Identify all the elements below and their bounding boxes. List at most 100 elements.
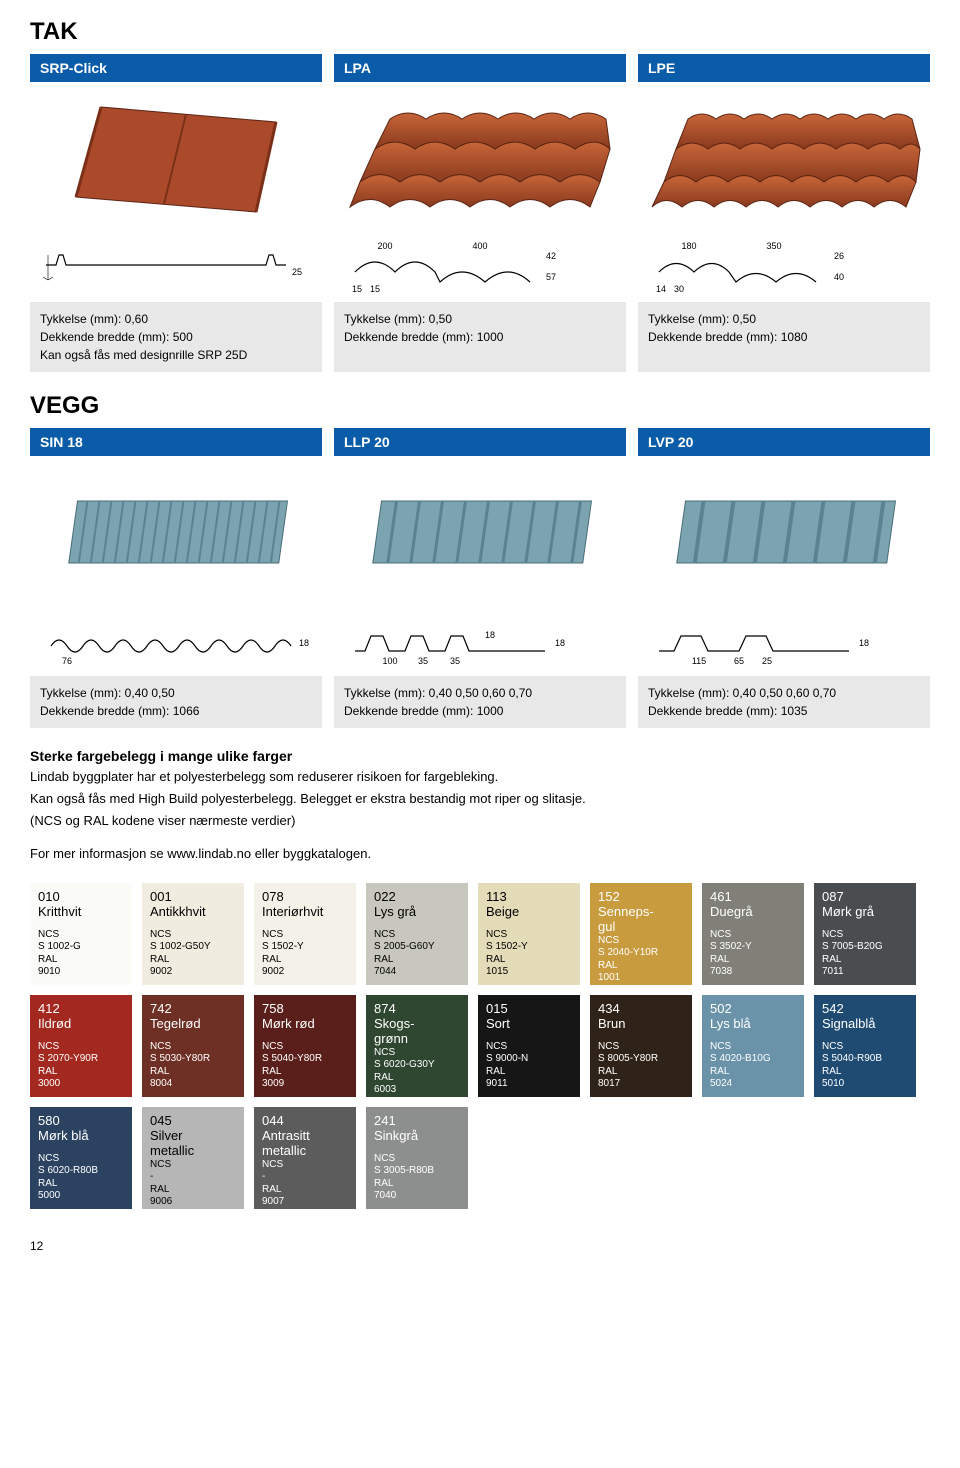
swatch-name: Antrasitt metallic [262, 1129, 348, 1159]
swatch-code: 015 [486, 1001, 572, 1016]
product-specs: Tykkelse (mm): 0,40 0,50 0,60 0,70 Dekke… [334, 676, 626, 728]
color-swatch: 412IldrødNCSS 2070-Y90RRAL3000 [30, 995, 132, 1097]
swatch-code: 113 [486, 889, 572, 904]
spec-line: Tykkelse (mm): 0,40 0,50 0,60 0,70 [344, 684, 616, 702]
color-swatch: 580Mørk blåNCSS 6020-R80BRAL5000 [30, 1107, 132, 1209]
dim-label: 26 [834, 251, 844, 261]
swatch-code: 078 [262, 889, 348, 904]
swatch-name: Duegrå [710, 905, 796, 920]
swatch-codes: NCS- RAL9007 [262, 1159, 348, 1209]
swatch-code: 461 [710, 889, 796, 904]
swatch-codes: NCS- RAL9006 [150, 1159, 236, 1209]
product-diagram: 200 400 42 57 15 15 [334, 232, 626, 302]
swatch-codes: NCSS 8005-Y80RRAL8017 [598, 1041, 684, 1091]
spec-line: Dekkende bredde (mm): 1066 [40, 702, 312, 720]
swatch-name: Beige [486, 905, 572, 920]
swatch-code: 241 [374, 1113, 460, 1128]
spec-line: Dekkende bredde (mm): 1080 [648, 328, 920, 346]
wall-panel-icon [345, 476, 615, 586]
spec-line: Dekkende bredde (mm): 1000 [344, 328, 616, 346]
color-swatch: 001AntikkhvitNCSS 1002-G50YRAL9002 [142, 883, 244, 985]
body-line: (NCS og RAL kodene viser nærmeste verdie… [30, 812, 930, 830]
swatch-code: 580 [38, 1113, 124, 1128]
dim-label: 35 [418, 656, 428, 666]
product-llp20: LLP 20 100 35 35 18 18 Tykke [334, 428, 626, 728]
product-header: LVP 20 [638, 428, 930, 456]
color-swatch: 502Lys blåNCSS 4020-B10GRAL5024 [702, 995, 804, 1097]
product-header: LPA [334, 54, 626, 82]
color-swatch: 542SignalblåNCSS 5040-R90BRAL5010 [814, 995, 916, 1097]
swatch-name: Kritthvit [38, 905, 124, 920]
swatch-name: Lys blå [710, 1017, 796, 1032]
swatch-codes: NCSS 1002-GRAL9010 [38, 929, 124, 979]
swatch-codes: NCSS 1002-G50YRAL9002 [150, 929, 236, 979]
swatch-code: 758 [262, 1001, 348, 1016]
dim-label: 400 [472, 241, 487, 251]
color-swatch: 152Senneps- gulNCSS 2040-Y10RRAL1001 [590, 883, 692, 985]
swatch-codes: NCSS 3502-YRAL7038 [710, 929, 796, 979]
color-swatch: 758Mørk rødNCSS 5040-Y80RRAL3009 [254, 995, 356, 1097]
color-swatch: 078InteriørhvitNCSS 1502-YRAL9002 [254, 883, 356, 985]
color-swatch: 461Duegrå NCSS 3502-YRAL7038 [702, 883, 804, 985]
swatch-codes: NCSS 4020-B10GRAL5024 [710, 1041, 796, 1091]
dim-label: 15 [370, 284, 380, 294]
dim-label: 350 [766, 241, 781, 251]
spec-line: Dekkende bredde (mm): 1000 [344, 702, 616, 720]
product-lpe: LPE 180 350 26 40 [638, 54, 930, 372]
color-swatch: 742TegelrødNCSS 5030-Y80RRAL8004 [142, 995, 244, 1097]
color-swatch: 874Skogs- grønnNCSS 6020-G30YRAL6003 [366, 995, 468, 1097]
swatch-codes: NCSS 2070-Y90RRAL3000 [38, 1041, 124, 1091]
profile-diagram-icon: 76 18 [41, 616, 311, 666]
swatch-code: 434 [598, 1001, 684, 1016]
swatch-grid: 010Kritthvit NCSS 1002-GRAL9010 001Antikkh… [30, 883, 930, 1209]
spec-line: Tykkelse (mm): 0,40 0,50 0,60 0,70 [648, 684, 920, 702]
product-srp-click: SRP-Click 25 Tykkelse (mm): 0,60 Dekkend… [30, 54, 322, 372]
color-swatch: 434Brun NCSS 8005-Y80RRAL8017 [590, 995, 692, 1097]
dim-label: 15 [352, 284, 362, 294]
product-image [30, 456, 322, 606]
dim-label: 76 [62, 656, 72, 666]
swatch-name: Brun [598, 1017, 684, 1032]
profile-diagram-icon: 180 350 26 40 30 14 [644, 237, 924, 297]
swatch-codes: NCSS 6020-R80BRAL5000 [38, 1153, 124, 1203]
color-swatch: 010Kritthvit NCSS 1002-GRAL9010 [30, 883, 132, 985]
spec-line: Tykkelse (mm): 0,40 0,50 [40, 684, 312, 702]
product-diagram: 115 65 25 18 [638, 606, 930, 676]
roof-panel-icon [46, 97, 306, 217]
swatch-code: 542 [822, 1001, 908, 1016]
body-title: Sterke fargebelegg i mange ulike farger [30, 748, 930, 764]
swatch-codes: NCSS 6020-G30YRAL6003 [374, 1047, 460, 1097]
product-sin18: SIN 18 76 18 Tykkelse (mm): 0,40 0,50 De… [30, 428, 322, 728]
page-number: 12 [30, 1239, 930, 1253]
product-diagram: 25 [30, 232, 322, 302]
dim-label: 100 [382, 656, 397, 666]
swatch-name: Lys grå [374, 905, 460, 920]
profile-diagram-icon: 115 65 25 18 [649, 616, 919, 666]
spec-line: Tykkelse (mm): 0,50 [648, 310, 920, 328]
swatch-name: Interiørhvit [262, 905, 348, 920]
swatch-code: 412 [38, 1001, 124, 1016]
product-diagram: 76 18 [30, 606, 322, 676]
swatch-codes: NCSS 5040-Y80RRAL3009 [262, 1041, 348, 1091]
dim-label: 25 [762, 656, 772, 666]
swatch-codes: NCSS 2005-G60YRAL7044 [374, 929, 460, 979]
dim-label: 42 [546, 251, 556, 261]
color-swatch: 022Lys grå NCSS 2005-G60YRAL7044 [366, 883, 468, 985]
swatch-name: Mørk grå [822, 905, 908, 920]
section-title-tak: TAK [30, 18, 930, 46]
dim-label: 65 [734, 656, 744, 666]
spec-line: Tykkelse (mm): 0,60 [40, 310, 312, 328]
product-diagram: 180 350 26 40 30 14 [638, 232, 930, 302]
spec-line: Dekkende bredde (mm): 1035 [648, 702, 920, 720]
swatch-code: 022 [374, 889, 460, 904]
spec-line: Kan også fås med designrille SRP 25D [40, 346, 312, 364]
product-header: LPE [638, 54, 930, 82]
swatch-code: 010 [38, 889, 124, 904]
dim-label: 40 [834, 272, 844, 282]
swatch-codes: NCSS 5030-Y80RRAL8004 [150, 1041, 236, 1091]
product-specs: Tykkelse (mm): 0,50 Dekkende bredde (mm)… [638, 302, 930, 372]
product-specs: Tykkelse (mm): 0,40 0,50 Dekkende bredde… [30, 676, 322, 728]
dim-label: 57 [546, 272, 556, 282]
product-lpa: LPA 200 400 42 57 [334, 54, 626, 372]
body-text: Sterke fargebelegg i mange ulike farger … [30, 748, 930, 863]
